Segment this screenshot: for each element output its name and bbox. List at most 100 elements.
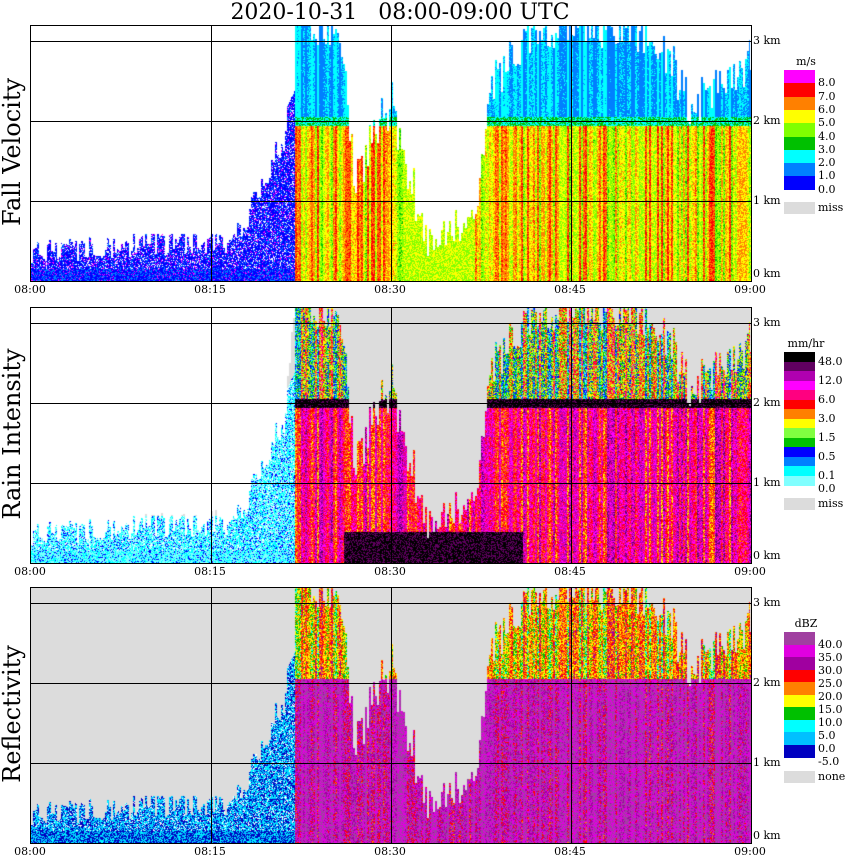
x-tick-label: 09:00: [734, 565, 766, 578]
legend-swatch: [784, 149, 815, 164]
grid-line-time: [571, 308, 572, 563]
legend-swatch: [784, 447, 815, 457]
legend-swatch: [784, 744, 815, 758]
legend-label: 3.0: [818, 142, 836, 156]
legend-swatch: [784, 409, 815, 419]
x-tick-label: 08:00: [14, 283, 46, 296]
legend-label: 0.1: [818, 468, 836, 482]
legend-swatch: [784, 96, 815, 111]
legend-label: 7.0: [818, 89, 836, 103]
legend-label: 1.0: [818, 169, 836, 183]
legend-swatch: [784, 83, 815, 98]
x-tick-label: 08:45: [554, 283, 586, 296]
legend-missing-swatch: [784, 201, 815, 214]
legend-label: 25.0: [818, 676, 843, 690]
legend-swatch: [784, 707, 815, 720]
y-tick-label: 3 km: [753, 596, 781, 609]
legend-label: 40.0: [818, 637, 843, 651]
legend-label: 4.0: [818, 129, 836, 143]
legend-label: 3.0: [818, 411, 836, 425]
legend-swatch: [784, 371, 815, 381]
legend-label: 8.0: [818, 76, 836, 90]
legend-swatch: [784, 475, 815, 486]
legend-label: 10.0: [818, 715, 843, 729]
legend-swatch: [784, 352, 815, 362]
x-tick-label: 08:30: [374, 565, 406, 578]
legend-missing-label: miss: [818, 496, 844, 510]
legend-swatch: [784, 437, 815, 448]
panel-rain-intensity: [30, 307, 752, 564]
legend-swatch: [784, 136, 815, 151]
x-tick-label: 09:00: [734, 283, 766, 296]
x-tick-label: 08:15: [194, 845, 226, 858]
grid-line-time: [391, 308, 392, 563]
x-tick-label: 08:45: [554, 845, 586, 858]
y-tick-label: 3 km: [753, 316, 781, 329]
panel-fall-velocity: [30, 25, 752, 282]
legend-swatch: [784, 719, 815, 733]
grid-line-time: [211, 26, 212, 281]
legend-unit: m/s: [796, 55, 816, 68]
y-tick-label: 1 km: [753, 194, 781, 207]
grid-line-time: [571, 588, 572, 843]
legend-label: 30.0: [818, 663, 843, 677]
legend-label: 0.0: [818, 481, 836, 495]
legend-unit: dBZ: [794, 617, 818, 630]
legend-swatch: [784, 380, 815, 391]
x-tick-label: 08:00: [14, 565, 46, 578]
y-tick-label: 1 km: [753, 756, 781, 769]
legend-label: 5.0: [818, 116, 836, 130]
legend-swatch: [784, 418, 815, 429]
x-tick-label: 08:30: [374, 845, 406, 858]
grid-line-time: [391, 26, 392, 281]
x-tick-label: 09:00: [734, 845, 766, 858]
legend-swatch: [784, 109, 815, 124]
y-tick-label: 3 km: [753, 34, 781, 47]
grid-line-time: [211, 308, 212, 563]
y-axis-label: Reflectivity: [0, 644, 26, 783]
grid-line-time: [391, 588, 392, 843]
legend-label: 20.0: [818, 689, 843, 703]
legend-swatch: [784, 399, 815, 410]
y-tick-label: 2 km: [753, 396, 781, 409]
legend-missing-label: miss: [818, 200, 844, 214]
legend-swatch: [784, 669, 815, 683]
y-tick-label: 2 km: [753, 114, 781, 127]
legend-swatch: [784, 163, 815, 178]
x-tick-label: 08:15: [194, 565, 226, 578]
legend-unit: mm/hr: [787, 337, 825, 350]
y-tick-label: 0 km: [753, 549, 781, 562]
legend-missing-label: none: [818, 769, 846, 783]
legend-label: 12.0: [818, 373, 843, 387]
legend-swatch: [784, 456, 815, 467]
legend-label: 0.5: [818, 449, 836, 463]
panel-reflectivity: [30, 587, 752, 844]
y-tick-label: 1 km: [753, 476, 781, 489]
legend-label: 35.0: [818, 650, 843, 664]
legend-label: 2.0: [818, 156, 836, 170]
y-tick-label: 0 km: [753, 829, 781, 842]
legend-label: 1.5: [818, 430, 836, 444]
legend-swatch: [784, 682, 815, 695]
legend-swatch: [784, 657, 815, 670]
legend-swatch: [784, 123, 815, 138]
x-tick-label: 08:45: [554, 565, 586, 578]
legend-swatch: [784, 428, 815, 438]
legend-missing-swatch: [784, 770, 815, 783]
grid-line-time: [571, 26, 572, 281]
legend-swatch: [784, 694, 815, 708]
y-tick-label: 2 km: [753, 676, 781, 689]
legend-swatch: [784, 466, 815, 476]
legend-swatch: [784, 632, 815, 645]
legend-missing-swatch: [784, 497, 815, 510]
y-tick-label: 0 km: [753, 267, 781, 280]
legend-label: 48.0: [818, 354, 843, 368]
legend-label: 5.0: [818, 728, 836, 742]
legend-label: 6.0: [818, 392, 836, 406]
legend-label: 6.0: [818, 102, 836, 116]
x-tick-label: 08:00: [14, 845, 46, 858]
y-axis-label: Rain Intensity: [0, 347, 26, 520]
legend-swatch: [784, 361, 815, 372]
x-tick-label: 08:30: [374, 283, 406, 296]
legend-swatch: [784, 70, 815, 84]
